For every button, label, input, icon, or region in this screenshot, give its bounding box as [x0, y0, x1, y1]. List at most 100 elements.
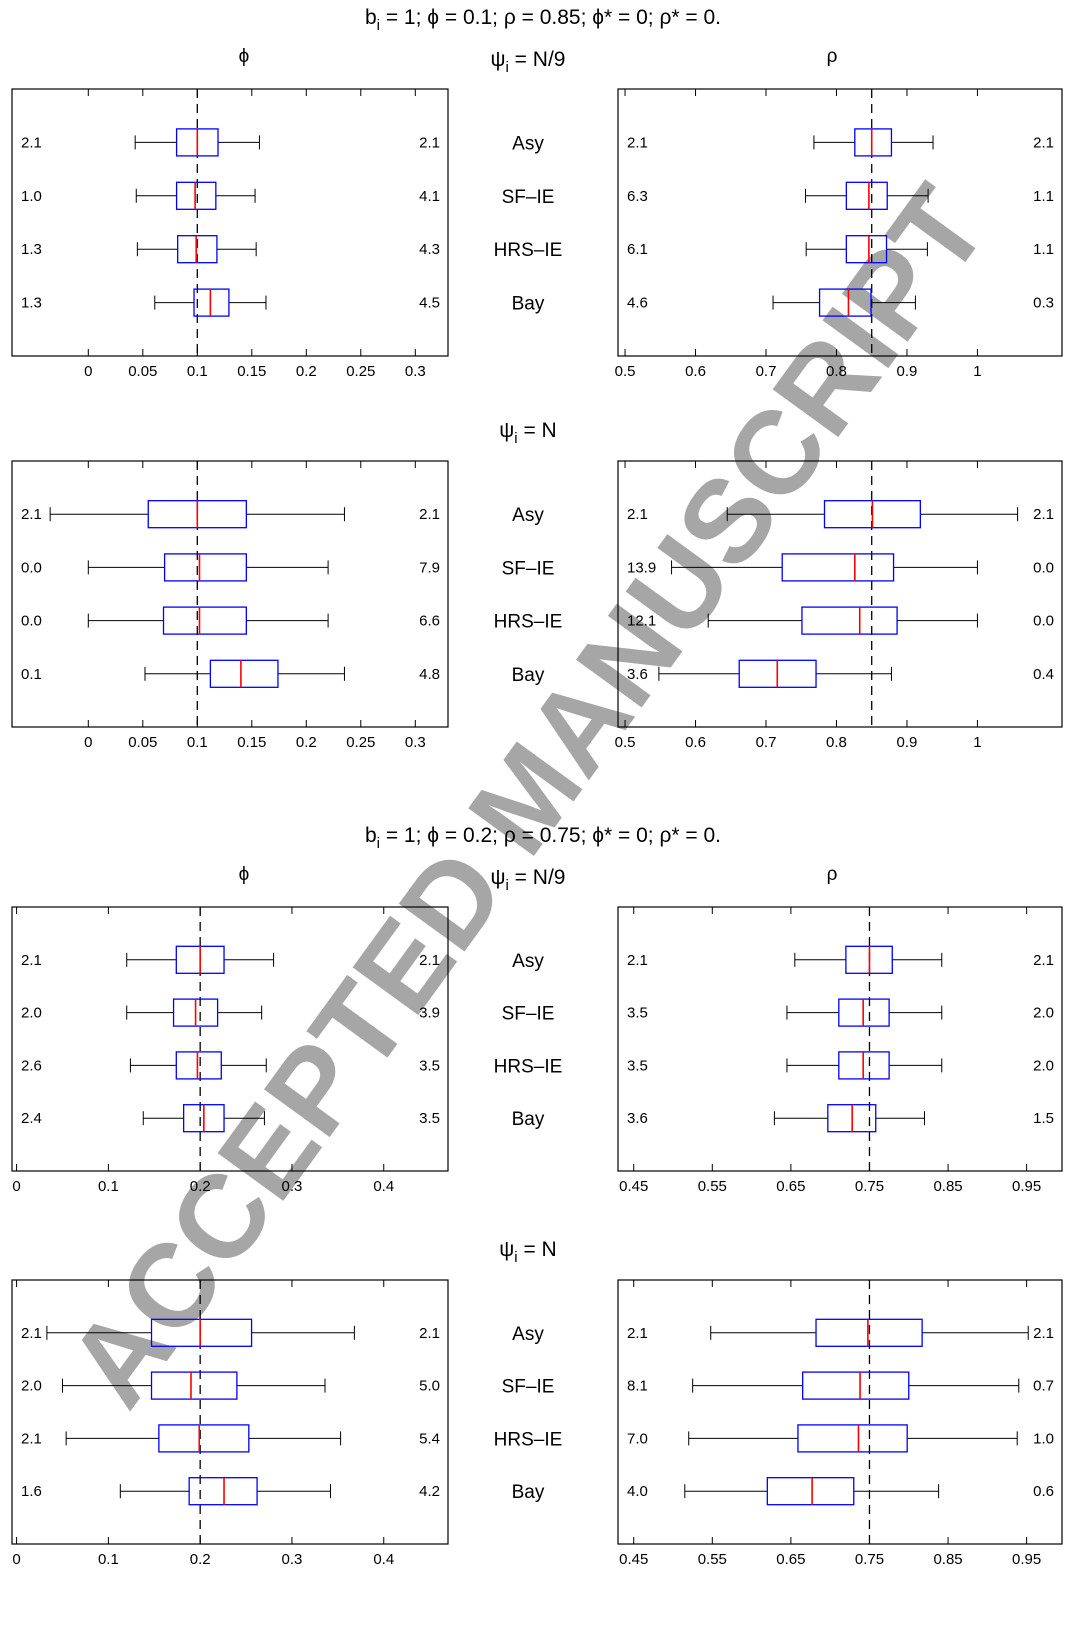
x-tick-label: 0.1 [98, 1551, 119, 1568]
left-value-label: 4.6 [627, 295, 648, 312]
x-tick-label: 0 [84, 734, 92, 751]
boxplot-bay [772, 288, 916, 317]
left-value-label: 2.1 [21, 1430, 42, 1447]
row-label-rest: = N [518, 1238, 557, 1261]
boxplot-asy [126, 945, 275, 974]
left-value-label: 3.5 [627, 1005, 648, 1022]
iqr-box [209, 659, 279, 688]
x-tick-label: 0.4 [373, 1551, 394, 1568]
right-value-label: 2.1 [1033, 1325, 1054, 1342]
right-value-label: 2.0 [1033, 1057, 1054, 1074]
x-tick-label: 0.8 [826, 734, 847, 751]
x-tick-label: 0.65 [776, 1551, 805, 1568]
left-value-label: 2.0 [21, 1378, 42, 1395]
right-value-label: 2.1 [1033, 134, 1054, 151]
row-label: ψi = N/9 [491, 866, 566, 894]
right-value-label: 3.5 [419, 1110, 440, 1127]
boxplot-sfie [126, 998, 263, 1027]
method-label: SF–IE [502, 1004, 555, 1025]
right-value-label: 1.0 [1033, 1430, 1054, 1447]
method-label: Bay [512, 665, 545, 686]
right-value-label: 2.1 [1033, 952, 1054, 969]
right-value-label: 4.2 [419, 1483, 440, 1500]
boxplot-hrsie [136, 235, 257, 264]
plot-frame [11, 460, 449, 728]
figure-section-1: bi = 1; ϕ = 0.1; ρ = 0.85; ϕ* = 0; ρ* = … [11, 6, 1063, 751]
x-tick-label: 0.75 [855, 1178, 884, 1195]
iqr-box [815, 1318, 923, 1347]
plot-panel-phi: 0 0.05 0.1 0.15 0.2 0.25 0.3 2.1 0.0 0.0 0.1 2.1 7.9… [11, 460, 449, 751]
x-tick-label: 0.3 [405, 734, 426, 751]
boxplot-sfie [786, 998, 943, 1027]
left-value-label: 1.3 [21, 241, 42, 258]
x-tick-label: 0.1 [187, 734, 208, 751]
left-value-label: 7.0 [627, 1430, 648, 1447]
left-value-label: 6.1 [627, 241, 648, 258]
x-tick-label: 0.7 [756, 363, 777, 380]
right-value-label: 5.0 [419, 1378, 440, 1395]
row-label-subscript: i [514, 1249, 517, 1266]
boxplot-sfie [135, 181, 256, 210]
x-tick-label: 0 [12, 1551, 20, 1568]
boxplot-hrsie [87, 606, 329, 635]
boxplot-bay [154, 288, 267, 317]
method-label: SF–IE [502, 187, 555, 208]
x-tick-label: 0.9 [897, 734, 918, 751]
row-label-rest: = N/9 [509, 48, 566, 71]
left-value-label: 3.5 [627, 1057, 648, 1074]
iqr-box [781, 553, 895, 582]
boxplot-sfie [87, 553, 329, 582]
right-value-label: 2.1 [419, 1325, 440, 1342]
boxplot-asy [794, 945, 943, 974]
left-value-label: 3.6 [627, 666, 648, 683]
boxplot-bay [119, 1477, 332, 1506]
x-tick-label: 0.8 [826, 363, 847, 380]
right-value-label: 2.1 [419, 506, 440, 523]
plot-panel-phi: 0 0.1 0.2 0.3 0.4 2.1 2.0 2.1 1.6 2.1 5.0 5.4 4.2 [11, 1279, 449, 1568]
column-label-phi: ϕ [239, 864, 250, 885]
right-value-label: 3.5 [419, 1057, 440, 1074]
plot-panel-rho: 0.45 0.55 0.65 0.75 0.85 0.95 2.1 3.5 3.5 3.6 2.1 2… [617, 906, 1063, 1195]
method-label: SF–IE [502, 558, 555, 579]
right-value-label: 4.3 [419, 241, 440, 258]
method-label: Asy [512, 951, 544, 972]
boxplot-asy [46, 1318, 355, 1347]
iqr-box [845, 235, 888, 264]
method-label: Asy [512, 1324, 544, 1345]
method-label: HRS–IE [494, 1429, 563, 1450]
left-value-label: 0.0 [21, 613, 42, 630]
iqr-box [163, 553, 248, 582]
left-value-label: 3.6 [627, 1110, 648, 1127]
section-title-main: b [365, 6, 377, 29]
right-value-label: 4.1 [419, 188, 440, 205]
right-value-label: 5.4 [419, 1430, 440, 1447]
left-value-label: 8.1 [627, 1378, 648, 1395]
x-tick-label: 0.2 [190, 1551, 211, 1568]
plot-panel-rho: 0.45 0.55 0.65 0.75 0.85 0.95 2.1 8.1 7.0 4.0 2.1 0… [617, 1279, 1063, 1568]
plot-panel-rho: 0.5 0.6 0.7 0.8 0.9 12.113.912.13.62.10.00.00… [615, 460, 1063, 751]
right-value-label: 0.0 [1033, 559, 1054, 576]
row-label-subscript: i [514, 430, 517, 447]
column-label-rho: ρ [827, 864, 838, 885]
column-label-rho: ρ [827, 46, 838, 67]
boxplot-asy [726, 500, 1019, 529]
plot-panel-phi: 0 0.1 0.2 0.3 0.4 2.1 2.0 2.6 2.4 2.1 3.9 3.5 3.5 [11, 906, 449, 1195]
row-label-main: ψ [499, 1238, 514, 1261]
left-value-label: 1.6 [21, 1483, 42, 1500]
x-tick-label: 0.6 [685, 363, 706, 380]
left-value-label: 2.1 [627, 506, 648, 523]
boxplot-bay [658, 659, 892, 688]
boxplot-sfie [671, 553, 978, 582]
x-tick-label: 0.05 [128, 734, 157, 751]
iqr-box [193, 288, 230, 317]
right-value-label: 0.3 [1033, 295, 1054, 312]
x-tick-label: 0.4 [373, 1178, 394, 1195]
left-value-label: 0.0 [21, 559, 42, 576]
x-tick-label: 0.25 [346, 363, 375, 380]
method-label: SF–IE [502, 1377, 555, 1398]
x-tick-label: 0.45 [619, 1551, 648, 1568]
method-label: Bay [512, 1109, 545, 1130]
right-value-label: 2.1 [1033, 506, 1054, 523]
x-tick-label: 0.2 [296, 734, 317, 751]
right-value-label: 0.7 [1033, 1378, 1054, 1395]
